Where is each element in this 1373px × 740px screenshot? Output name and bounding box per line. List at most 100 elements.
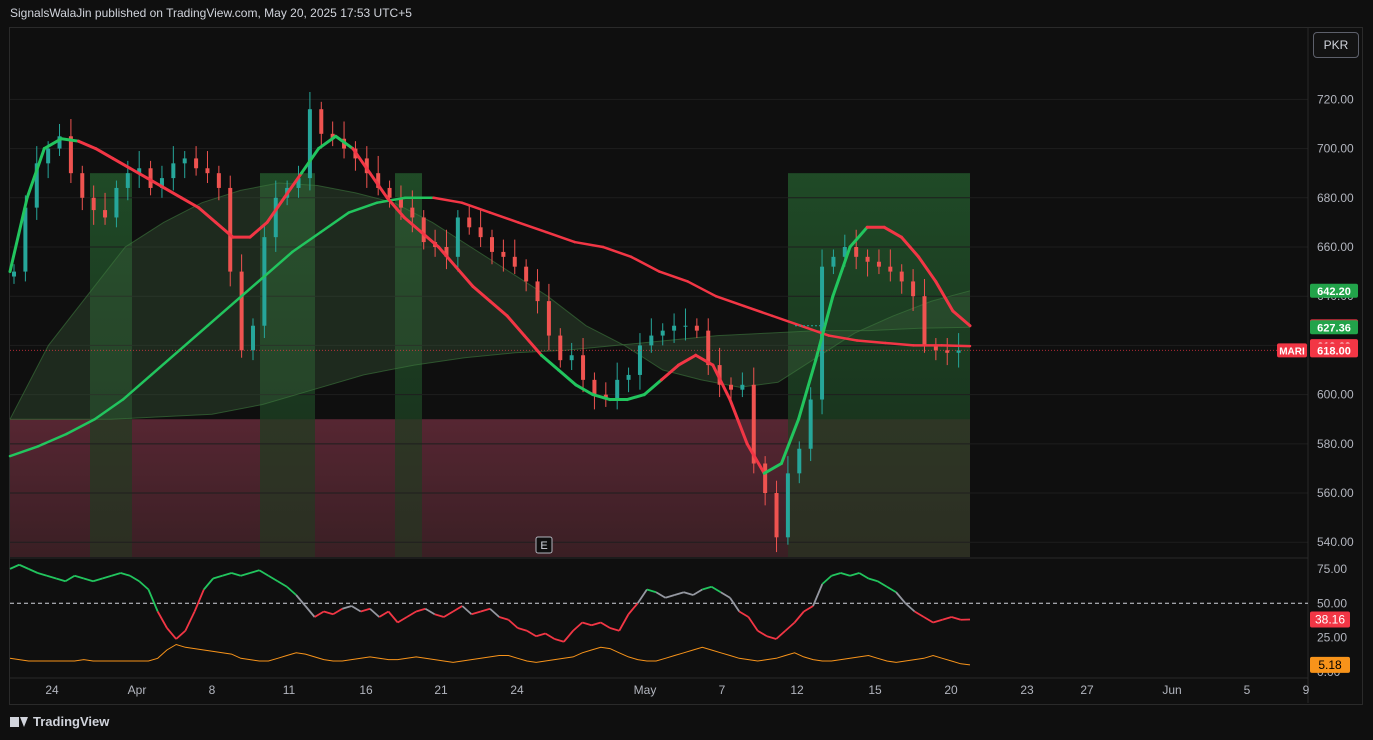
- candle-body: [364, 158, 369, 174]
- rsi-segment: [55, 577, 66, 583]
- rsi-value-text: 38.16: [1315, 613, 1345, 627]
- rsi-segment: [332, 607, 343, 616]
- candle-body: [501, 251, 506, 257]
- rsi-segment: [295, 594, 307, 607]
- fast-line-segment: [59, 137, 81, 143]
- rsi-segment: [729, 597, 740, 613]
- rsi-segment: [563, 630, 574, 643]
- fast-line-segment: [917, 255, 938, 283]
- rsi-segment: [37, 572, 48, 577]
- rsi-segment: [535, 632, 546, 638]
- rsi-segment: [609, 627, 620, 632]
- candle-body: [125, 173, 130, 188]
- rsi-segment: [544, 632, 556, 640]
- slow-line-segment: [460, 201, 492, 214]
- rsi-segment: [46, 574, 57, 580]
- fast-line-segment: [419, 230, 441, 249]
- candle-body: [911, 281, 916, 297]
- candle-body: [490, 237, 494, 252]
- rsi-segment: [129, 574, 140, 583]
- rsi-segment: [138, 580, 150, 591]
- rsi-segment: [452, 605, 463, 613]
- rsi-segment: [64, 574, 76, 583]
- fast-line-segment: [265, 196, 286, 224]
- indicator-lines: E: [8, 134, 1308, 554]
- candle-body: [376, 173, 381, 188]
- fast-line-segment: [694, 353, 715, 367]
- slow-line-segment: [8, 445, 40, 458]
- rsi-segment: [434, 613, 445, 618]
- candle-body: [808, 399, 813, 449]
- x-tick-label: 5: [1244, 683, 1251, 697]
- candle-body: [273, 197, 278, 238]
- slow-line-segment: [65, 417, 96, 436]
- fast-line-segment: [882, 225, 903, 239]
- candle-body: [854, 246, 859, 257]
- rsi-segment: [618, 613, 630, 632]
- fast-line-segment: [899, 235, 921, 259]
- rsi-segment: [793, 610, 805, 624]
- regime-band: [530, 419, 760, 557]
- candle-body: [148, 168, 153, 188]
- candle-body: [694, 325, 699, 331]
- candle-body: [865, 256, 870, 262]
- fast-line-segment: [111, 156, 132, 170]
- y-tick-label: 660.00: [1317, 240, 1354, 254]
- rsi-segment: [231, 572, 242, 577]
- regime-band: [132, 419, 192, 557]
- x-tick-label: 23: [1020, 683, 1034, 697]
- rsi-segment: [166, 627, 177, 640]
- candle-body: [307, 109, 312, 179]
- fast-line-segment: [128, 166, 149, 180]
- rsi-segment: [193, 589, 205, 612]
- fast-line-segment: [539, 353, 561, 372]
- candle-body: [922, 296, 927, 346]
- rsi-segment: [286, 586, 297, 596]
- candle-body: [842, 246, 847, 257]
- slow-line-segment: [93, 398, 125, 421]
- earnings-marker[interactable]: [535, 536, 553, 554]
- regime-band: [192, 419, 260, 557]
- rsi-value-box: [1310, 611, 1350, 628]
- x-tick-label: 20: [944, 683, 958, 697]
- x-tick-label: 16: [359, 683, 373, 697]
- price-label-text: 618.00: [1317, 345, 1351, 357]
- x-tick-label: May: [634, 683, 657, 697]
- candle-body: [512, 256, 517, 267]
- fast-line-segment: [214, 220, 235, 239]
- rsi-segment: [314, 610, 325, 618]
- rsi-segment: [369, 608, 380, 618]
- candle-body: [46, 148, 51, 164]
- rsi-segment: [203, 577, 214, 591]
- fast-line-segment: [574, 383, 595, 397]
- x-tick-label: 11: [283, 683, 296, 697]
- currency-button[interactable]: PKR: [1313, 32, 1359, 58]
- candle-body: [831, 256, 836, 267]
- candle-body: [205, 168, 210, 174]
- fast-line-segment: [317, 134, 338, 151]
- x-tick-label: Jun: [1162, 683, 1181, 697]
- rsi-segment: [489, 608, 500, 618]
- fast-line-segment: [677, 353, 698, 367]
- fast-line-segment: [728, 398, 749, 446]
- rsi-segment: [443, 610, 454, 618]
- candle-body: [444, 246, 449, 257]
- candle-body: [637, 345, 642, 375]
- rsi-segment: [942, 616, 952, 621]
- rsi-segment: [582, 621, 592, 627]
- rsi-segment: [517, 627, 528, 632]
- x-tick-label: 12: [790, 683, 804, 697]
- fast-line-segment: [797, 358, 818, 421]
- brand-label: TradingView: [33, 714, 110, 729]
- candle-body: [330, 133, 335, 139]
- rsi-segment: [711, 585, 722, 594]
- fast-line-segment: [351, 147, 372, 175]
- y-tick-label: 700.00: [1317, 142, 1354, 156]
- x-tick-label: Apr: [128, 683, 147, 697]
- rsi-segment: [175, 630, 186, 640]
- fast-line-segment: [488, 299, 509, 318]
- candle-body: [137, 168, 142, 174]
- tradingview-brand[interactable]: TradingView: [10, 714, 109, 729]
